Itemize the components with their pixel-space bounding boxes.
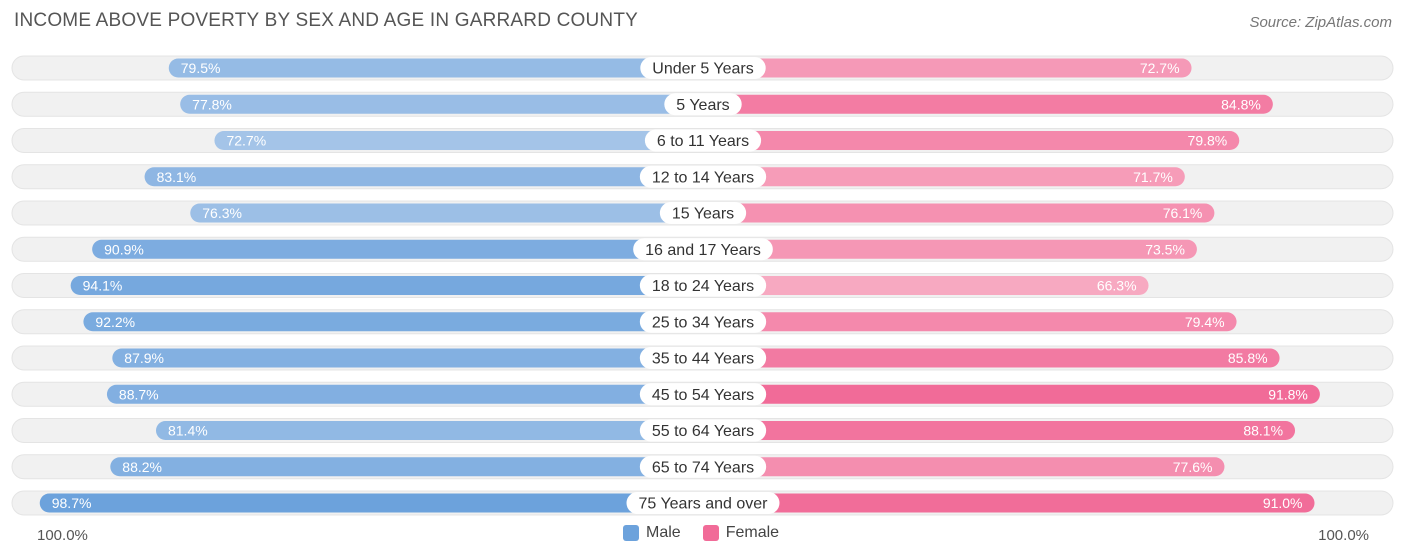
- bar-male: [83, 312, 703, 332]
- category-label: Under 5 Years: [652, 61, 753, 78]
- bar-label-female: 88.1%: [1243, 423, 1283, 439]
- legend-swatch-male: [623, 525, 639, 541]
- category-label: 35 to 44 Years: [652, 351, 754, 368]
- category-pill: [664, 93, 742, 116]
- bar-female: [703, 493, 1315, 513]
- bar-label-female: 79.8%: [1188, 133, 1228, 149]
- axis-right-label: 100.0%: [1318, 527, 1369, 544]
- bar-label-male: 88.7%: [119, 386, 159, 402]
- chart-source: Source: ZipAtlas.com: [1249, 14, 1392, 31]
- bar-female: [703, 384, 1320, 404]
- chart-title: INCOME ABOVE POVERTY BY SEX AND AGE IN G…: [14, 10, 639, 31]
- category-pill: [633, 238, 773, 261]
- bar-label-male: 88.2%: [122, 459, 162, 475]
- category-pill: [639, 165, 767, 188]
- bar-female: [703, 203, 1215, 223]
- legend-swatch-female: [702, 525, 719, 541]
- axis-left-label: 100.0%: [37, 527, 88, 544]
- bar-female: [703, 131, 1240, 150]
- bar-label-male: 90.9%: [104, 241, 144, 257]
- category-pill: [639, 419, 767, 442]
- category-label: 25 to 34 Years: [652, 314, 754, 331]
- bar-label-male: 76.3%: [202, 205, 242, 221]
- bar-female: [703, 58, 1192, 78]
- category-label: 5 Years: [676, 97, 729, 114]
- bar-label-female: 91.8%: [1268, 386, 1308, 402]
- bar-male: [106, 384, 704, 404]
- bar-label-female: 91.0%: [1263, 495, 1303, 511]
- bar-male: [70, 276, 703, 295]
- bar-label-female: 76.1%: [1163, 205, 1203, 221]
- legend-label-male: Male: [646, 524, 681, 541]
- bar-male: [39, 493, 703, 513]
- category-pill: [626, 492, 780, 514]
- bar-male: [110, 457, 703, 477]
- bar-female: [703, 421, 1296, 440]
- bar-label-male: 81.4%: [168, 423, 208, 439]
- category-label: 18 to 24 Years: [652, 278, 754, 295]
- bar-label-female: 84.8%: [1221, 96, 1261, 112]
- bar-label-male: 92.2%: [95, 314, 135, 330]
- bar-label-male: 98.7%: [52, 495, 92, 511]
- category-pill: [639, 274, 767, 297]
- category-label: 45 to 54 Years: [652, 387, 754, 404]
- bar-female: [703, 312, 1237, 332]
- category-pill: [640, 57, 766, 79]
- category-pill: [639, 455, 767, 478]
- bar-female: [703, 239, 1197, 259]
- category-pill: [639, 310, 767, 333]
- bar-label-female: 73.5%: [1145, 241, 1185, 257]
- bar-male: [168, 58, 703, 78]
- bar-female: [703, 348, 1280, 368]
- bar-label-male: 87.9%: [124, 350, 164, 366]
- category-pill: [659, 202, 747, 224]
- category-label: 12 to 14 Years: [652, 169, 754, 186]
- bar-male: [180, 94, 703, 114]
- bar-label-male: 94.1%: [83, 278, 123, 294]
- bar-male: [144, 167, 703, 187]
- legend-item-male[interactable]: Male: [623, 524, 681, 542]
- category-pill: [644, 129, 762, 152]
- category-label: 16 and 17 Years: [645, 242, 761, 259]
- category-label: 65 to 74 Years: [652, 459, 754, 476]
- legend: Male Female: [623, 524, 793, 542]
- category-label: 15 Years: [672, 206, 734, 223]
- bar-male: [190, 203, 703, 223]
- legend-item-female[interactable]: Female: [702, 524, 780, 542]
- legend-label-female: Female: [725, 524, 780, 541]
- bar-label-female: 66.3%: [1097, 278, 1137, 294]
- bar-label-female: 71.7%: [1133, 169, 1173, 185]
- category-pill: [639, 383, 767, 406]
- bar-label-male: 83.1%: [157, 169, 197, 185]
- bar-male: [214, 131, 703, 150]
- bar-label-male: 79.5%: [181, 60, 221, 76]
- diverging-bar-chart: 79.5% 72.7% Under 5 Years 77.8% 84.8% 5 Years…: [11, 55, 1394, 516]
- bar-label-female: 79.4%: [1185, 314, 1225, 330]
- category-label: 55 to 64 Years: [652, 423, 754, 440]
- bar-female: [703, 94, 1273, 114]
- bar-label-female: 72.7%: [1140, 60, 1180, 76]
- bar-female: [703, 276, 1149, 295]
- bar-female: [703, 457, 1225, 477]
- bar-male: [155, 421, 703, 440]
- bar-male: [112, 348, 703, 368]
- category-label: 6 to 11 Years: [657, 133, 749, 150]
- bar-label-female: 85.8%: [1228, 350, 1268, 366]
- bar-female: [703, 167, 1185, 187]
- category-label: 75 Years and over: [639, 496, 769, 513]
- bar-label-male: 72.7%: [226, 133, 266, 149]
- bar-label-female: 77.6%: [1173, 459, 1213, 475]
- category-pill: [639, 347, 767, 369]
- bar-label-male: 77.8%: [192, 96, 232, 112]
- bar-male: [92, 239, 704, 259]
